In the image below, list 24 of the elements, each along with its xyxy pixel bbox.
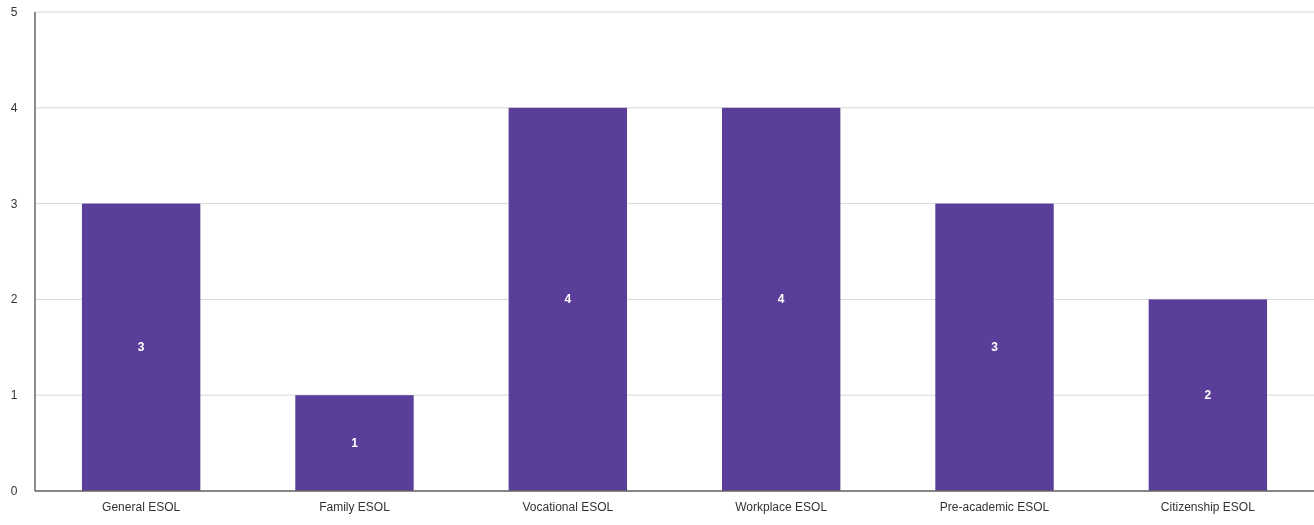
data-label: 4 [564,292,572,307]
data-label: 3 [991,340,999,355]
bar [721,107,841,491]
data-label: 3 [137,340,145,355]
bar [935,203,1054,491]
x-tick-label: Citizenship ESOL [1160,500,1256,514]
bar [81,203,201,491]
y-tick-label: 2 [10,292,18,307]
data-label: 4 [777,292,785,307]
data-label: 1 [351,436,359,451]
y-tick-label: 4 [10,100,18,115]
y-tick-label: 3 [10,196,18,211]
x-tick-label: General ESOL [102,500,181,514]
x-tick-label: Workplace ESOL [735,500,828,514]
data-label: 2 [1204,388,1212,403]
x-tick-label: Pre-academic ESOL [939,500,1050,514]
y-tick-label: 1 [10,388,18,403]
y-tick-label: 0 [10,484,18,498]
x-tick-label: Vocational ESOL [522,500,614,514]
bar [295,395,414,491]
x-tick-label: Family ESOL [319,500,391,514]
bar [1148,299,1268,491]
bar [508,107,628,491]
y-tick-label: 5 [10,5,18,19]
